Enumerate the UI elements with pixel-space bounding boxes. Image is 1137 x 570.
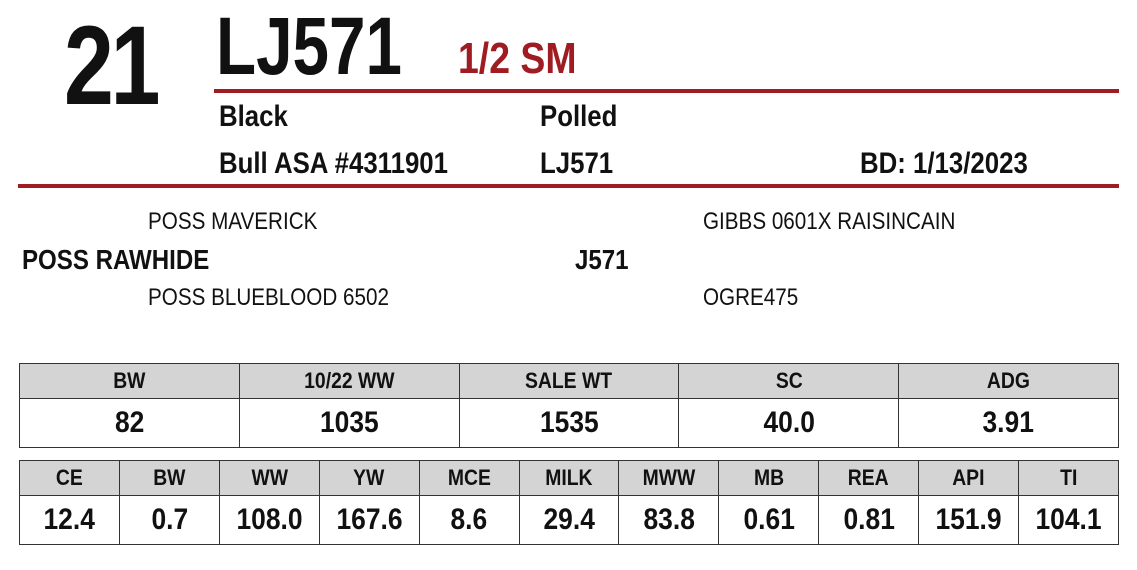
dam-dam: OGRE475	[703, 284, 799, 311]
breed-fraction: 1/2 SM	[458, 34, 577, 83]
epd-header: MWW	[618, 460, 720, 496]
header-divider	[214, 89, 1119, 93]
sire: POSS RAWHIDE	[22, 244, 210, 275]
epd-value: 0.7	[118, 495, 220, 545]
epd-value: 104.1	[1018, 495, 1119, 545]
epd-header: MILK	[518, 460, 620, 496]
epd-value: 0.81	[818, 495, 920, 545]
perf-value: 3.91	[898, 398, 1119, 448]
section-divider	[18, 184, 1119, 188]
epd-header: API	[918, 460, 1020, 496]
epd-header: WW	[218, 460, 320, 496]
epd-value: 12.4	[19, 495, 120, 545]
epd-value: 151.9	[918, 495, 1020, 545]
epd-table: CE BW WW YW MCE MILK MWW MB REA API TI 1…	[19, 460, 1119, 545]
perf-value: 1535	[458, 398, 680, 448]
epd-header: REA	[818, 460, 920, 496]
sire-dam: POSS BLUEBLOOD 6502	[148, 284, 389, 311]
epd-header: CE	[19, 460, 120, 496]
dam: J571	[575, 244, 629, 275]
epd-value: 167.6	[318, 495, 420, 545]
dam-sire: GIBBS 0601X RAISINCAIN	[703, 208, 956, 235]
performance-table: BW 10/22 WW SALE WT SC ADG 82 1035 1535 …	[19, 363, 1119, 448]
perf-header: 10/22 WW	[238, 363, 460, 399]
epd-header: MB	[718, 460, 820, 496]
epd-value: 83.8	[618, 495, 720, 545]
perf-header: SALE WT	[458, 363, 680, 399]
epd-value: 0.61	[718, 495, 820, 545]
epd-value: 29.4	[518, 495, 620, 545]
perf-header: ADG	[898, 363, 1119, 399]
perf-value: 1035	[238, 398, 460, 448]
epd-value: 8.6	[418, 495, 520, 545]
tattoo: LJ571	[540, 147, 614, 180]
epd-header: BW	[118, 460, 220, 496]
perf-value: 82	[19, 398, 240, 448]
epd-header: MCE	[418, 460, 520, 496]
birth-date: BD: 1/13/2023	[860, 147, 1028, 180]
lot-number: 21	[64, 3, 160, 128]
perf-header: BW	[19, 363, 240, 399]
sire-sire: POSS MAVERICK	[148, 208, 318, 235]
registration-number: Bull ASA #4311901	[219, 147, 448, 180]
horn-status: Polled	[540, 100, 618, 133]
perf-header: SC	[678, 363, 900, 399]
epd-header: TI	[1018, 460, 1119, 496]
epd-header: YW	[318, 460, 420, 496]
animal-color: Black	[219, 100, 288, 133]
animal-tag: LJ571	[216, 1, 403, 92]
perf-value: 40.0	[678, 398, 900, 448]
epd-value: 108.0	[218, 495, 320, 545]
